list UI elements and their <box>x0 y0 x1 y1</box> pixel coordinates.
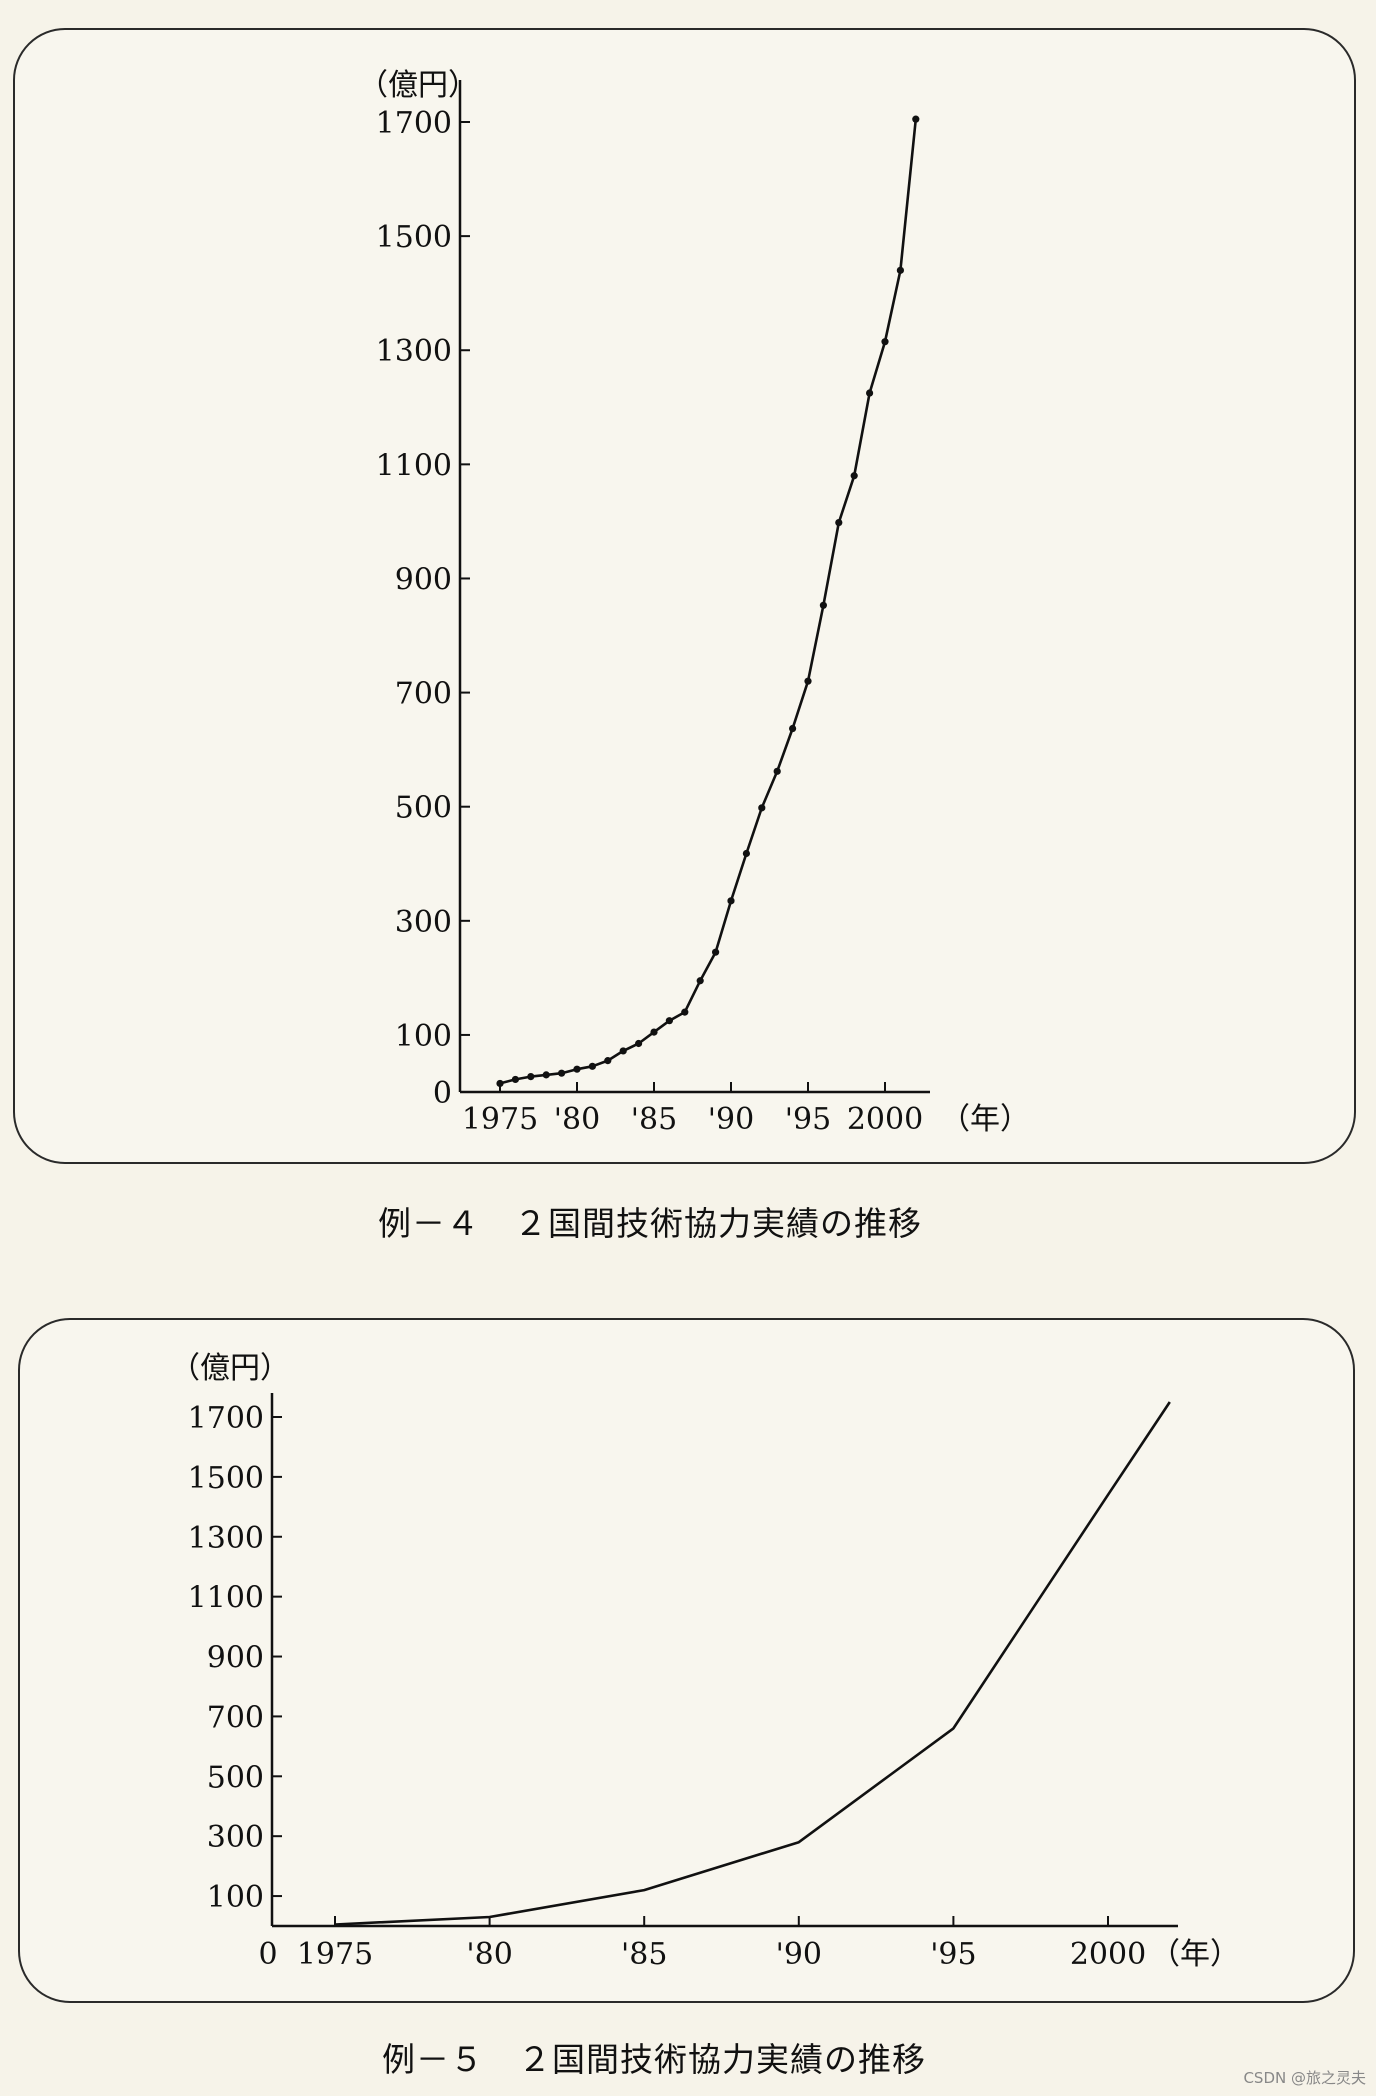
chart-1-y-tick-label: 1500 <box>376 220 452 255</box>
chart-1-data-point <box>789 724 797 733</box>
chart-1-y-tick-label: 300 <box>395 905 452 940</box>
chart-1-y-tick-label: 500 <box>395 791 452 826</box>
chart-1-data-point <box>804 677 812 685</box>
chart-2-x-tick-label: 2000 <box>1070 1937 1146 1972</box>
chart-2-y-tick-label: 1300 <box>188 1521 264 1556</box>
chart-1-data-point <box>712 948 720 956</box>
chart-2-x-tick-label: '95 <box>930 1937 976 1972</box>
chart-1-y-tick-label: 100 <box>395 1019 452 1054</box>
chart-2-x-tick-label: '90 <box>776 1937 822 1972</box>
chart-1-x-axis-title: （年） <box>940 1102 1030 1137</box>
chart-2-y-tick-label: 300 <box>207 1820 264 1855</box>
chart-1-caption: 例－４ ２国間技術協力実績の推移 <box>378 1204 922 1243</box>
chart-1-data-point <box>619 1047 627 1055</box>
chart-1-data-point <box>558 1069 566 1077</box>
chart-2-zero-label: 0 <box>258 1937 277 1972</box>
chart-2-y-axis-title: （億円） <box>170 1351 290 1386</box>
chart-1-y-tick-label: 700 <box>395 677 452 712</box>
chart-1-data-point <box>681 1008 689 1016</box>
chart-2-x-tick-label: '80 <box>466 1937 512 1972</box>
chart-1-x-tick-label: '85 <box>631 1102 677 1137</box>
chart-1-x-tick-label: 2000 <box>847 1102 923 1137</box>
chart-1-x-tick-label: 1975 <box>462 1102 538 1137</box>
watermark: CSDN @旅之灵夫 <box>1243 2069 1366 2087</box>
chart-1-x-tick-label: '95 <box>785 1102 831 1137</box>
chart-1-y-tick-label: 0 <box>433 1076 452 1111</box>
chart-1-data-point <box>819 601 828 609</box>
chart-1-data-point <box>573 1065 581 1073</box>
chart-2-x-axis-title: （年） <box>1150 1937 1240 1972</box>
chart-panel-2 <box>18 1318 1355 2003</box>
chart-2-series-line <box>334 1401 1171 1926</box>
chart-1-y-tick-label: 1100 <box>376 448 452 483</box>
chart-1-data-point <box>511 1075 519 1084</box>
chart-1-data-point <box>588 1062 597 1070</box>
chart-1-data-point <box>742 849 751 858</box>
chart-2-y-tick-label: 1700 <box>188 1401 264 1436</box>
chart-1-data-point <box>496 1079 504 1088</box>
chart-1-y-tick-label: 1300 <box>376 334 452 369</box>
chart-2-caption: 例－５ ２国間技術協力実績の推移 <box>382 2040 926 2079</box>
chart-panel-1 <box>13 28 1356 1164</box>
chart-1-data-point <box>896 266 905 274</box>
chart-1-y-axis-title: （億円） <box>358 68 478 103</box>
chart-1-data-point <box>542 1071 550 1079</box>
chart-1-y-tick-label: 900 <box>395 562 452 597</box>
chart-1-series-line <box>499 118 918 1085</box>
chart-1-data-point <box>727 897 735 905</box>
chart-2-y-tick-label: 500 <box>207 1760 264 1795</box>
chart-1-data-point <box>866 389 874 397</box>
chart-1-data-point <box>604 1057 612 1065</box>
chart-1-data-point <box>881 338 889 346</box>
chart-1-y-tick-label: 1700 <box>376 106 452 141</box>
chart-1-data-point <box>665 1017 674 1025</box>
chart-1-data-point <box>650 1028 658 1036</box>
chart-2-y-tick-label: 900 <box>207 1641 264 1676</box>
chart-1-data-point <box>912 115 920 123</box>
chart-1-data-point <box>527 1072 535 1081</box>
chart-1-data-point <box>635 1039 643 1048</box>
chart-1-data-point <box>696 977 704 985</box>
chart-1-data-point <box>758 804 766 812</box>
chart-2-y-tick-label: 700 <box>207 1700 264 1735</box>
chart-1-x-tick-label: '80 <box>554 1102 600 1137</box>
chart-1-data-point <box>773 767 781 775</box>
chart-2-x-tick-label: '85 <box>621 1937 667 1972</box>
chart-1-x-tick-label: '90 <box>708 1102 754 1137</box>
chart-2-x-tick-label: 1975 <box>297 1937 373 1972</box>
chart-2-y-tick-label: 1500 <box>188 1461 264 1496</box>
chart-1-data-point <box>835 518 843 527</box>
chart-1-data-point <box>850 472 858 480</box>
chart-2-y-tick-label: 100 <box>207 1880 264 1915</box>
chart-2-y-tick-label: 1100 <box>188 1581 264 1616</box>
